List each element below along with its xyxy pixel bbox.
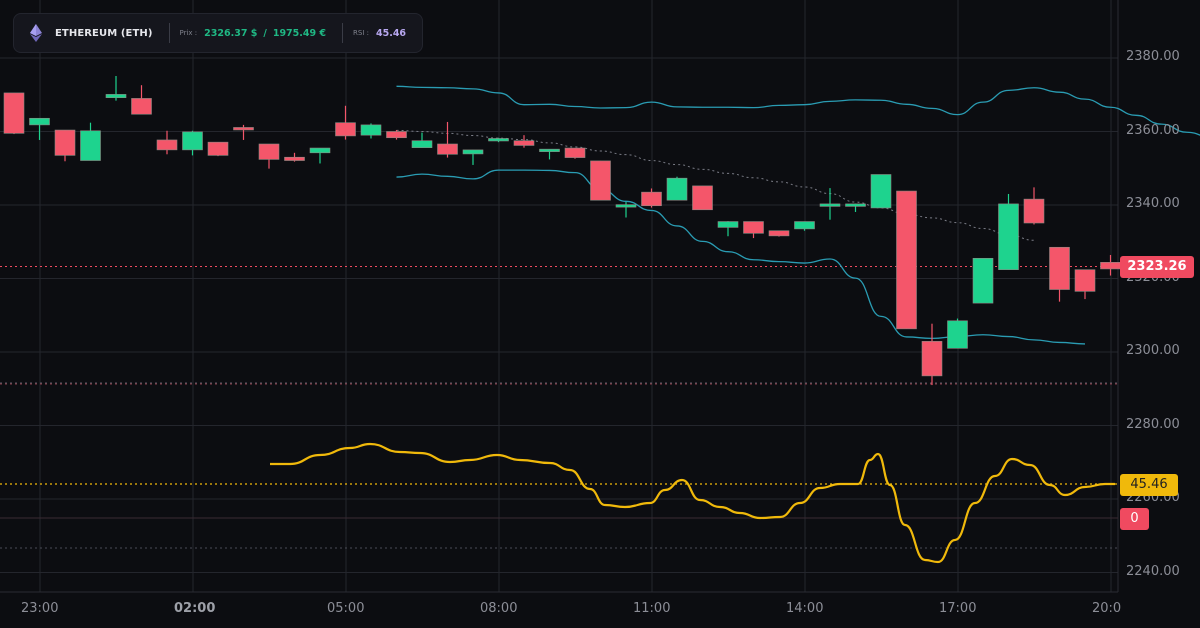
- candlestick-series: [3, 76, 1121, 386]
- price-tick-label: 2340.00: [1126, 196, 1180, 211]
- price-usd: 2326.37 $: [204, 27, 258, 39]
- time-tick-label: 17:00: [939, 601, 977, 616]
- chart-grid: [0, 0, 1119, 593]
- price-eur: 1975.49 €: [272, 27, 327, 39]
- price-tick-label: 2380.00: [1126, 49, 1180, 64]
- rsi-value-tag: 45.46: [1120, 474, 1178, 496]
- price-tick-label: 2360.00: [1126, 122, 1180, 138]
- zero-tag: 0: [1120, 508, 1149, 530]
- time-tick-label: 08:00: [480, 601, 518, 616]
- price-label: Prix :: [179, 29, 198, 37]
- time-tick-label: 02:00: [174, 601, 216, 616]
- ethereum-icon: [30, 24, 42, 42]
- time-tick-label: 23:00: [21, 601, 59, 616]
- price-separator: /: [263, 27, 267, 39]
- time-tick-label: 11:00: [633, 601, 671, 616]
- rsi-label: RSI :: [353, 29, 369, 37]
- reference-lines: [0, 266, 1118, 549]
- price-tick-label: 2300.00: [1126, 343, 1180, 358]
- rsi-value: 45.46: [375, 27, 407, 39]
- time-tick-label: 05:00: [327, 601, 365, 616]
- price-tick-label: 2240.00: [1126, 563, 1180, 579]
- asset-info-card: ETHEREUM (ETH) Prix : 2326.37 $ / 1975.4…: [13, 13, 423, 53]
- divider: [168, 23, 170, 43]
- rsi-line: [269, 442, 1115, 564]
- time-tick-label: 14:00: [786, 601, 824, 616]
- price-tick-label: 2280.00: [1126, 416, 1180, 432]
- time-tick-label: 20:0: [1092, 601, 1122, 616]
- current-price-tag: 2323.26: [1120, 256, 1194, 278]
- bollinger-bands: [396, 85, 1200, 345]
- divider: [342, 23, 344, 43]
- asset-name: ETHEREUM (ETH): [55, 27, 153, 39]
